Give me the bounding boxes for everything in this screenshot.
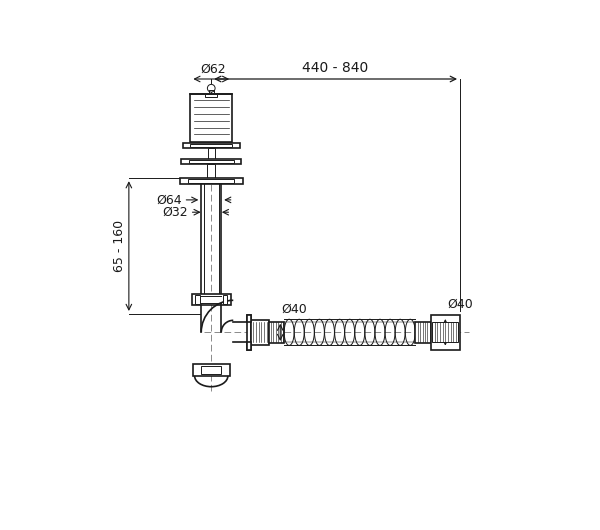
Text: 440 - 840: 440 - 840 — [302, 61, 369, 75]
Text: Ø32: Ø32 — [163, 206, 188, 219]
Bar — [179, 178, 243, 184]
Text: Ø62: Ø62 — [200, 63, 226, 76]
Text: Ø40: Ø40 — [447, 298, 473, 311]
Bar — [181, 159, 241, 164]
Bar — [195, 295, 200, 304]
Text: 65 - 160: 65 - 160 — [113, 220, 126, 272]
Bar — [251, 320, 269, 344]
Bar — [189, 160, 233, 163]
Bar — [269, 322, 284, 343]
Bar — [432, 322, 458, 342]
Bar — [192, 294, 230, 305]
Text: Ø40: Ø40 — [282, 303, 308, 315]
Bar — [247, 315, 251, 350]
Bar — [247, 315, 251, 322]
Bar — [193, 364, 230, 376]
Bar — [190, 94, 232, 142]
Bar — [223, 295, 227, 304]
Bar — [188, 180, 235, 183]
Bar — [183, 143, 240, 148]
Bar — [201, 366, 221, 374]
Bar — [205, 94, 217, 98]
Bar — [415, 322, 431, 343]
Bar — [208, 148, 215, 159]
Bar — [207, 164, 215, 178]
Bar — [190, 144, 232, 147]
Text: Ø64: Ø64 — [157, 193, 182, 206]
Bar — [247, 342, 251, 350]
Bar — [431, 315, 460, 350]
